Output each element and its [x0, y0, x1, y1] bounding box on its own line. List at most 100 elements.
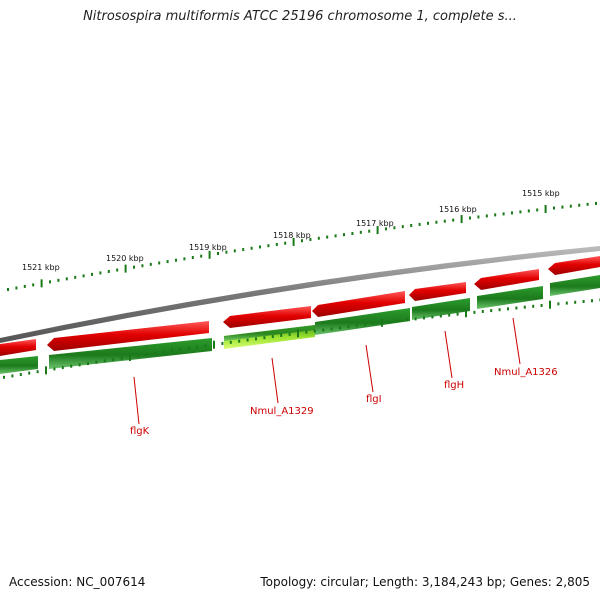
minor-tick [11, 374, 14, 378]
minor-tick [246, 338, 249, 342]
minor-tick [255, 337, 257, 341]
minor-tick [112, 358, 115, 362]
minor-tick [221, 341, 224, 345]
minor-tick [469, 216, 471, 220]
forward-strand [0, 256, 600, 356]
minor-tick [519, 210, 522, 214]
minor-tick [225, 250, 228, 254]
minor-tick [536, 208, 539, 212]
minor-tick [61, 366, 64, 370]
major-tick [45, 366, 47, 375]
reverse-gene[interactable] [477, 286, 543, 309]
forward-gene[interactable] [474, 269, 539, 290]
leader-line [512, 317, 521, 365]
gene-label-flgK[interactable]: flgK [130, 426, 150, 437]
accession-text: Accession: NC_007614 [9, 575, 146, 589]
minor-tick [574, 300, 577, 304]
major-tick [40, 279, 43, 288]
minor-tick [137, 354, 140, 358]
minor-tick [582, 299, 585, 303]
minor-tick [511, 211, 513, 215]
kbp-label: 1517 kbp [356, 219, 394, 228]
minor-tick [179, 348, 182, 352]
minor-tick [238, 339, 241, 343]
minor-tick [397, 319, 400, 323]
major-tick [376, 226, 379, 235]
forward-gene[interactable] [0, 339, 36, 356]
minor-tick [28, 371, 31, 375]
reverse-gene[interactable] [550, 275, 600, 296]
minor-tick [414, 317, 417, 321]
minor-tick [313, 329, 316, 333]
minor-tick [389, 320, 392, 324]
minor-tick [423, 316, 425, 320]
minor-tick [317, 236, 320, 240]
minor-tick [162, 350, 165, 354]
leader-line [444, 330, 453, 379]
reverse-gene[interactable] [0, 356, 38, 374]
minor-tick [229, 340, 232, 344]
minor-tick [561, 205, 564, 209]
gene-label-flgH[interactable]: flgH [444, 380, 464, 391]
minor-tick [78, 363, 81, 367]
minor-tick [427, 221, 429, 225]
minor-tick [91, 272, 93, 276]
minor-tick [70, 364, 73, 368]
major-tick [129, 353, 131, 362]
kbp-label: 1515 kbp [522, 189, 560, 198]
label-leaders [133, 317, 521, 425]
forward-gene[interactable] [409, 282, 466, 301]
minor-tick [523, 305, 526, 309]
minor-tick [578, 203, 581, 207]
gene-label-Nmul_A1329[interactable]: Nmul_A1329 [250, 406, 314, 417]
minor-tick [494, 213, 497, 217]
minor-tick [591, 299, 593, 303]
minor-tick [368, 229, 371, 233]
minor-tick [15, 286, 18, 290]
kbp-label: 1520 kbp [106, 254, 144, 263]
minor-tick [23, 284, 26, 288]
minor-tick [326, 235, 329, 239]
minor-tick [359, 230, 362, 234]
reverse-gene[interactable] [412, 298, 470, 320]
minor-tick [553, 206, 555, 210]
minor-tick [431, 315, 434, 319]
major-tick [124, 264, 127, 273]
major-tick [549, 300, 551, 309]
minor-tick [473, 310, 476, 314]
minor-tick [322, 328, 325, 332]
minor-tick [120, 356, 123, 360]
minor-tick [103, 359, 106, 363]
minor-tick [372, 322, 375, 326]
major-tick [297, 329, 299, 338]
forward-gene[interactable] [223, 306, 311, 328]
major-tick [292, 237, 295, 246]
major-tick [544, 204, 547, 213]
minor-tick [19, 372, 22, 376]
minor-tick [191, 255, 194, 259]
reverse-gene[interactable] [224, 325, 315, 341]
forward-gene[interactable] [312, 291, 405, 317]
minor-tick [141, 264, 144, 268]
minor-tick [406, 318, 409, 322]
forward-gene[interactable] [47, 321, 209, 351]
minor-tick [275, 242, 278, 246]
kbp-label: 1521 kbp [22, 263, 60, 272]
minor-tick [418, 222, 421, 226]
leader-line [365, 344, 374, 393]
minor-tick [49, 280, 51, 284]
minor-tick [3, 375, 5, 379]
reverse-gene[interactable] [315, 308, 410, 335]
minor-tick [183, 257, 186, 261]
minor-tick [515, 306, 518, 310]
minor-tick [485, 214, 488, 218]
kbp-label: 1518 kbp [273, 231, 311, 240]
minor-tick [385, 227, 387, 231]
gene-label-flgI[interactable]: flgI [366, 394, 382, 405]
forward-gene[interactable] [548, 256, 600, 275]
minor-tick [330, 327, 333, 331]
minor-tick [481, 309, 484, 313]
major-tick [213, 340, 215, 349]
gene-label-Nmul_A1326[interactable]: Nmul_A1326 [494, 367, 558, 378]
minor-tick [171, 349, 173, 353]
